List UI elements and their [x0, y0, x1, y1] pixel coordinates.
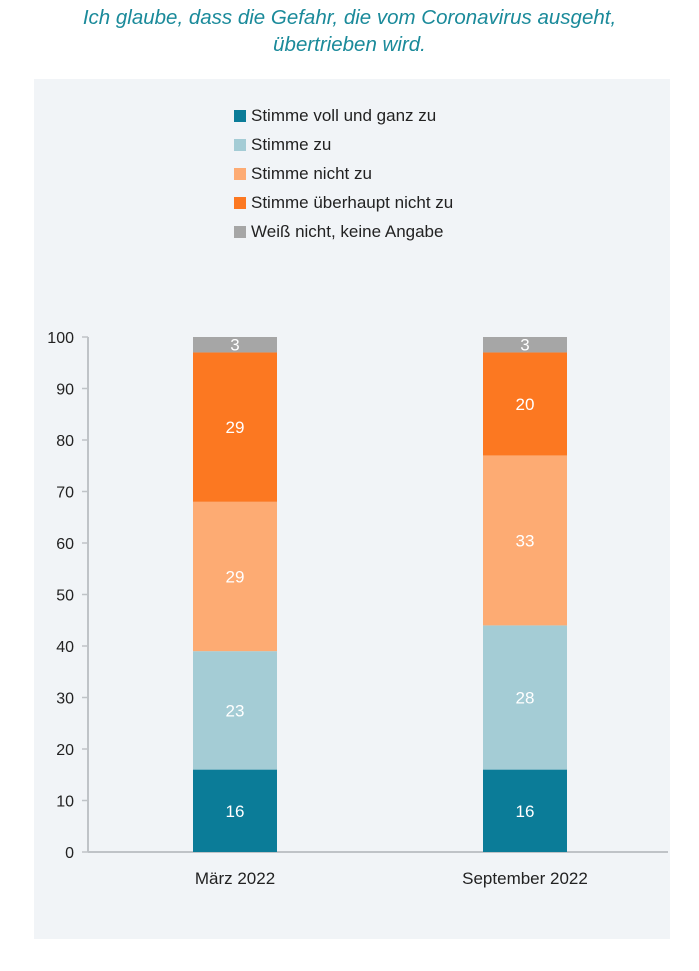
legend: Stimme voll und ganz zu Stimme zu Stimme n… — [234, 101, 453, 246]
bar-value-label: 29 — [226, 418, 245, 437]
bar-segment — [483, 352, 567, 456]
y-tick-label: 40 — [56, 639, 74, 656]
bar-segment — [193, 651, 277, 770]
bar-segment — [193, 352, 277, 502]
legend-swatch — [234, 167, 246, 180]
y-tick-label: 80 — [56, 433, 74, 450]
bar-value-label: 29 — [226, 567, 245, 586]
y-tick-label: 100 — [47, 330, 74, 347]
legend-swatch — [234, 196, 246, 209]
x-category-label: September 2022 — [462, 869, 588, 888]
bar-segment — [483, 769, 567, 852]
legend-item: Stimme nicht zu — [234, 159, 453, 188]
bar-value-label: 28 — [516, 689, 535, 708]
y-tick-label: 10 — [56, 794, 74, 811]
legend-label: Stimme nicht zu — [251, 163, 372, 183]
legend-label: Stimme zu — [251, 134, 332, 154]
legend-item: Weiß nicht, keine Angabe — [234, 217, 453, 246]
legend-item: Stimme zu — [234, 130, 453, 159]
bar-value-label: 20 — [516, 395, 535, 414]
legend-swatch — [234, 225, 246, 238]
chart-title: Ich glaube, dass die Gefahr, die vom Cor… — [0, 4, 699, 58]
bar-value-label: 16 — [516, 802, 535, 821]
bar-value-label: 3 — [230, 336, 239, 355]
bar-value-label: 33 — [516, 531, 535, 550]
bar-segment — [483, 337, 567, 353]
y-tick-label: 70 — [56, 485, 74, 502]
legend-swatch — [234, 138, 246, 151]
legend-label: Weiß nicht, keine Angabe — [251, 221, 444, 241]
bar-segment — [193, 769, 277, 852]
legend-swatch — [234, 109, 246, 122]
legend-label: Stimme überhaupt nicht zu — [251, 192, 454, 212]
legend-label: Stimme voll und ganz zu — [251, 105, 437, 125]
y-tick-label: 0 — [65, 845, 74, 862]
chart-title-line-2: übertrieben wird. — [273, 33, 426, 56]
bar-value-label: 23 — [226, 701, 245, 720]
bar-value-label: 3 — [520, 336, 529, 355]
y-tick-label: 60 — [56, 536, 74, 553]
legend-item: Stimme voll und ganz zu — [234, 101, 453, 130]
legend-item: Stimme überhaupt nicht zu — [234, 188, 453, 217]
bar-segment — [483, 625, 567, 770]
chart-title-line-1: Ich glaube, dass die Gefahr, die vom Cor… — [82, 6, 617, 29]
bar-segment — [193, 501, 277, 652]
y-tick-label: 20 — [56, 742, 74, 759]
bar-segment — [193, 337, 277, 353]
bar-segment — [483, 455, 567, 626]
bar-value-label: 16 — [226, 802, 245, 821]
x-category-label: März 2022 — [195, 869, 275, 888]
y-tick-label: 30 — [56, 691, 74, 708]
y-tick-label: 50 — [56, 588, 74, 605]
y-tick-label: 90 — [56, 382, 74, 399]
